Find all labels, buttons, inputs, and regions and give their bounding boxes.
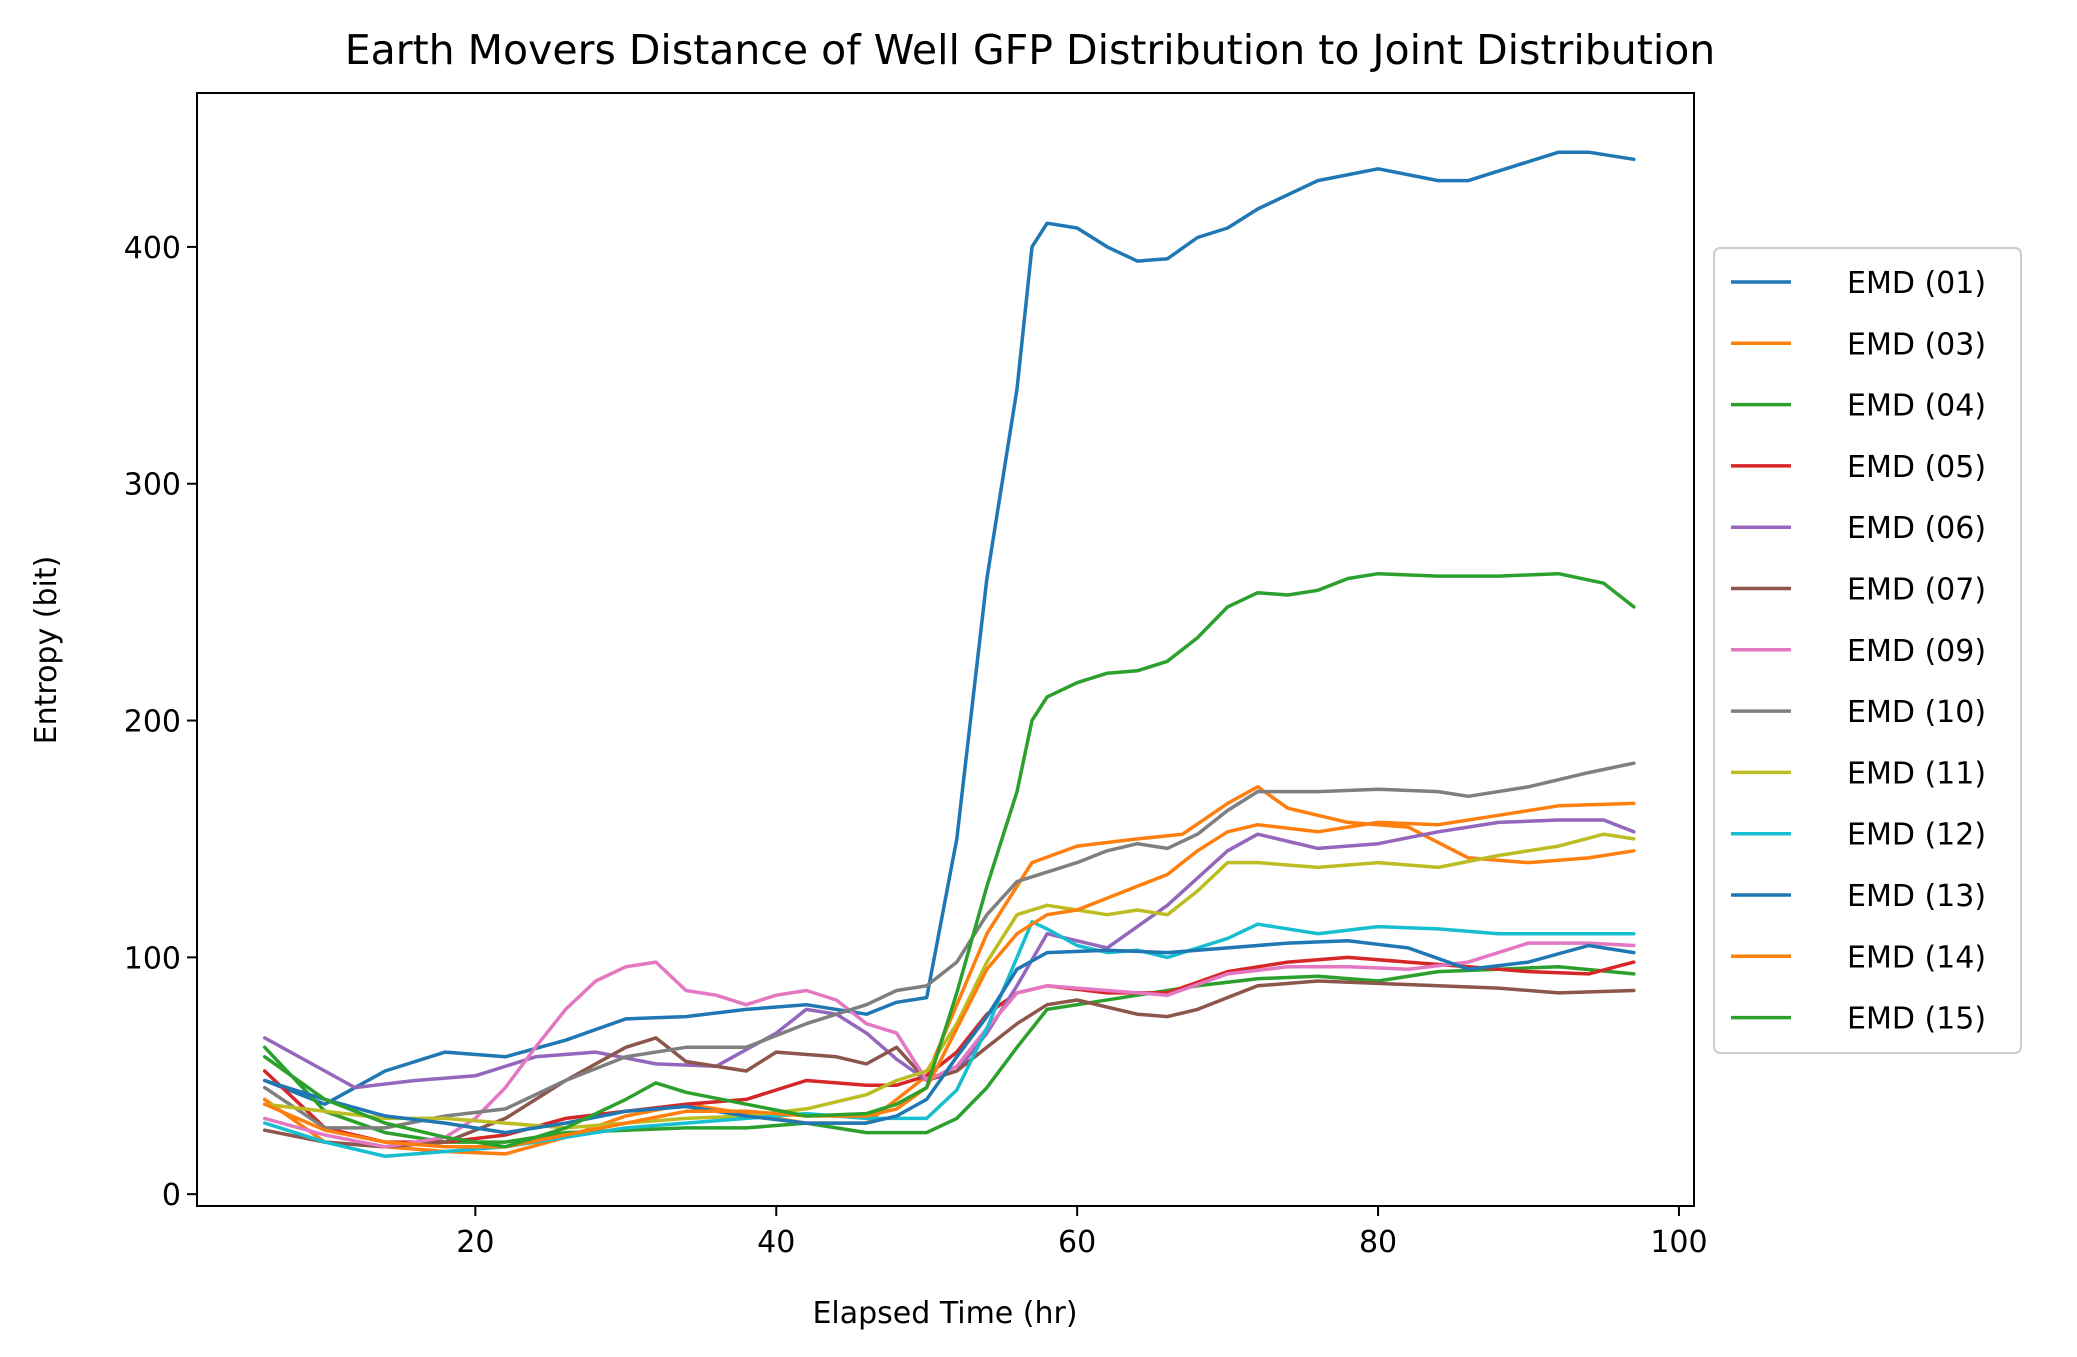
y-tick-label: 200	[124, 705, 181, 740]
plot-area	[196, 92, 1695, 1207]
legend-label: EMD (15)	[1847, 1002, 1986, 1037]
series-line-12	[262, 801, 1636, 1149]
x-tick-label: 100	[1650, 1225, 1707, 1260]
legend-items: EMD (01) EMD (03) EMD (04) EMD (05) EMD (06)…	[1731, 266, 1986, 1037]
legend-label: EMD (10)	[1847, 695, 1986, 730]
series-layer	[262, 150, 1636, 1159]
legend-label: EMD (04)	[1847, 389, 1986, 424]
legend-label: EMD (03)	[1847, 327, 1986, 362]
x-axis-label: Elapsed Time (hr)	[812, 1296, 1077, 1331]
x-tick-label: 80	[1359, 1225, 1397, 1260]
legend-box	[1713, 247, 2022, 1054]
y-tick-label: 0	[162, 1178, 181, 1213]
legend-label: EMD (14)	[1847, 940, 1986, 975]
legend-label: EMD (12)	[1847, 818, 1986, 853]
y-tick-label: 100	[124, 941, 181, 976]
series-line-8	[262, 761, 1636, 1130]
legend-label: EMD (11)	[1847, 756, 1986, 791]
legend-label: EMD (06)	[1847, 511, 1986, 546]
legend-label: EMD (13)	[1847, 879, 1986, 914]
series-line-7	[262, 941, 1636, 1149]
legend: EMD (01) EMD (03) EMD (04) EMD (05) EMD (06)…	[1713, 247, 2022, 1054]
series-line-1	[262, 150, 1636, 1106]
y-axis-label: Entropy (bit)	[29, 556, 64, 745]
legend-label: EMD (01)	[1847, 266, 1986, 301]
series-line-13	[262, 571, 1636, 1149]
x-tick-label: 60	[1058, 1225, 1096, 1260]
legend-label: EMD (09)	[1847, 634, 1986, 669]
y-axis: 0 100 200 300 400	[124, 231, 197, 1213]
y-tick-label: 300	[124, 468, 181, 503]
y-tick-label: 400	[124, 231, 181, 266]
x-tick-label: 20	[456, 1225, 494, 1260]
legend-label: EMD (05)	[1847, 450, 1986, 485]
legend-label: EMD (07)	[1847, 573, 1986, 608]
x-tick-label: 40	[757, 1225, 795, 1260]
x-axis: 20 40 60 80 100	[456, 1206, 1708, 1260]
series-line-11	[262, 939, 1636, 1135]
plot-frame	[196, 92, 1695, 1207]
series-line-2	[262, 785, 1636, 1156]
plot-background	[197, 93, 1694, 1206]
chart-title: Earth Movers Distance of Well GFP Distri…	[345, 26, 1716, 74]
